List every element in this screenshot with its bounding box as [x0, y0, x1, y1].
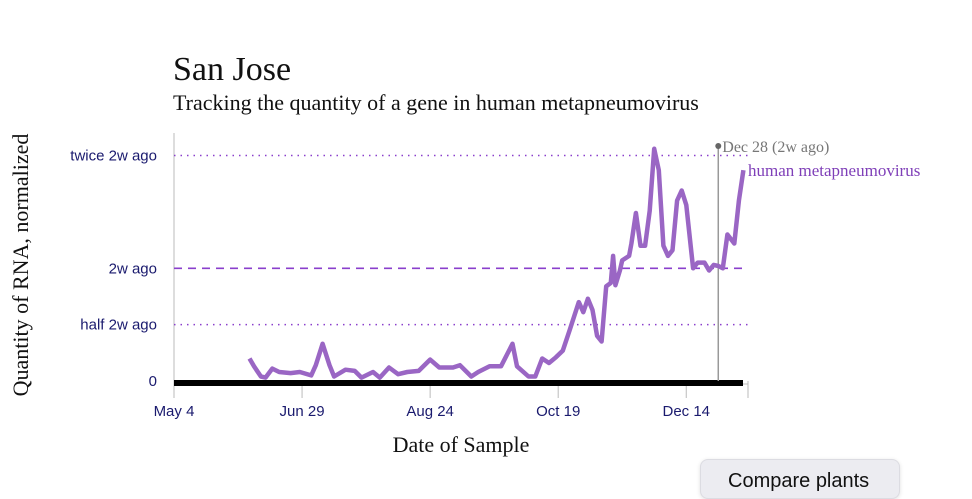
x-tick-label: Dec 14 — [662, 403, 710, 420]
x-axis-label: Date of Sample — [393, 432, 530, 457]
x-tick-label: May 4 — [154, 403, 195, 420]
x-tick-label: Aug 24 — [406, 403, 454, 420]
line-chart: San Jose Tracking the quantity of a gene… — [0, 0, 972, 478]
chart-subtitle: Tracking the quantity of a gene in human… — [173, 90, 699, 115]
reference-date-label: Dec 28 (2w ago) — [722, 139, 829, 156]
y-axis-label: Quantity of RNA, normalized — [8, 134, 33, 397]
y-tick-label: 0 — [149, 373, 157, 390]
x-tick-label: Jun 29 — [280, 403, 325, 420]
y-tick-label: twice 2w ago — [70, 148, 157, 165]
x-tick-label: Oct 19 — [536, 403, 580, 420]
series-label: human metapneumovirus — [748, 161, 920, 180]
compare-plants-button[interactable]: Compare plants — [700, 459, 900, 499]
y-tick-label: 2w ago — [109, 260, 157, 277]
series-line — [250, 149, 744, 378]
y-tick-label: half 2w ago — [80, 317, 157, 334]
reference-date-dot — [715, 143, 721, 149]
chart-title: San Jose — [173, 51, 291, 88]
